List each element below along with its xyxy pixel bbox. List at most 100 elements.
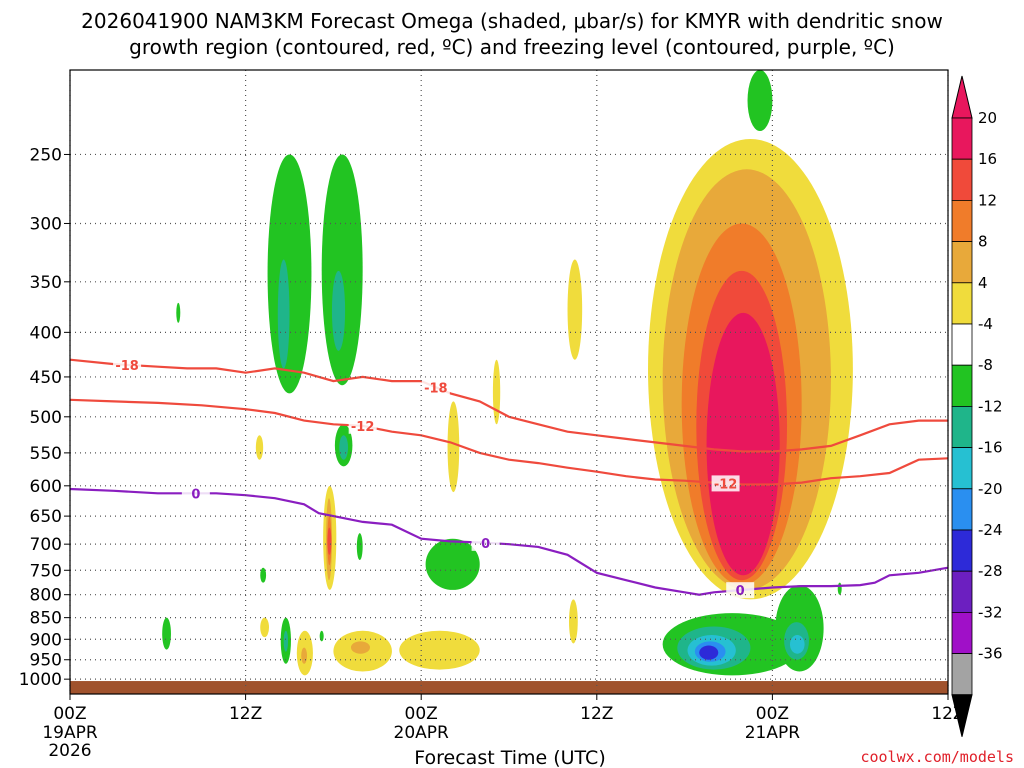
y-tick-label-1000: 1000 [19, 670, 62, 690]
contour-label-bg [726, 582, 755, 599]
contour-line-0 [69, 487, 949, 596]
omega-region-descent-low-right-small [568, 599, 578, 644]
contour-label--12-1: -12 [714, 477, 738, 492]
omega-region-descent-low-3 [399, 630, 480, 670]
contour-line--18 [69, 358, 948, 453]
omega-region-descent-low-1-core [301, 647, 308, 664]
contour-label--12-0: -12 [351, 420, 375, 435]
colorbar-swatch-11 [951, 570, 973, 613]
colorbar-label-3: 8 [978, 233, 988, 251]
y-tick-label-850: 850 [30, 609, 62, 629]
contour-label-bg [711, 475, 740, 492]
colorbar-label-7: -12 [978, 397, 1003, 415]
contour-label-bg [181, 485, 210, 502]
y-tick-label-300: 300 [30, 214, 62, 234]
colorbar-label-12: -32 [978, 603, 1003, 621]
y-tick-label-900: 900 [30, 630, 62, 650]
y-tick-label-550: 550 [30, 444, 62, 464]
contour-label-0-0: 0 [191, 487, 200, 502]
credit-text: coolwx.com/models [860, 748, 1014, 766]
y-tick-label-750: 750 [30, 561, 62, 581]
x-tick-year-0: 2026 [48, 741, 91, 761]
x-tick-label-12: 12Z [229, 704, 262, 724]
omega-region-descent-mid-2 [447, 401, 460, 493]
omega-region-ascent-low-right-6-core2 [789, 635, 805, 654]
colorbar-label-5: -4 [978, 315, 993, 333]
colorbar-label-13: -36 [978, 645, 1003, 663]
colorbar-label-4: 4 [978, 274, 988, 292]
omega-region-descent-small-2 [260, 617, 270, 638]
contour-label--18-0: -18 [115, 359, 139, 374]
colorbar-bottom-cap [951, 694, 973, 737]
colorbar-label-1: 16 [978, 150, 997, 168]
surface-band [70, 681, 948, 694]
omega-region-ascent-small-top [176, 302, 181, 323]
contour-label-bg [348, 417, 377, 434]
x-tick-label-36: 12Z [580, 704, 613, 724]
contour-label-bg [113, 356, 142, 373]
omega-region-descent-main-5 [706, 312, 780, 576]
x-tick-date-24: 20APR [394, 723, 450, 743]
colorbar-swatch-12 [951, 612, 973, 655]
colorbar-swatch-10 [951, 529, 973, 572]
omega-region-ascent-small-5 [837, 582, 842, 595]
omega-region-ascent-small-3 [356, 533, 363, 561]
colorbar-swatch-1 [951, 158, 973, 201]
x-tick-date-0: 19APR [42, 723, 98, 743]
contour-label-0-2: 0 [736, 584, 745, 599]
y-tick-label-400: 400 [30, 323, 62, 343]
colorbar-swatch-0 [951, 117, 973, 160]
y-tick-label-650: 650 [30, 507, 62, 527]
omega-region-descent-low-2-core [350, 641, 370, 654]
colorbar: 20 16 12 8 4 -4 -8 -12 -16 -20 -24 -28 -32 -36 [951, 75, 1003, 737]
omega-region-ascent-low-left-core [283, 630, 289, 652]
omega-region-ascent-upper-mid-2-core [331, 270, 346, 351]
contour-line--12 [69, 398, 949, 486]
colorbar-swatch-5 [951, 323, 973, 366]
y-tick-label-500: 500 [30, 408, 62, 428]
contour-label--18-1: -18 [424, 381, 448, 396]
omega-region-descent-small-1 [255, 435, 264, 460]
colorbar-swatch-2 [951, 199, 973, 242]
omega-region-ascent-upper-mid-core [277, 259, 290, 369]
x-axis-label: Forecast Time (UTC) [414, 747, 605, 768]
axes: 2503003504004505005506006507007508008509… [19, 69, 965, 761]
y-tick-label-450: 450 [30, 368, 62, 388]
y-tick-label-700: 700 [30, 535, 62, 555]
x-tick-label-0: 00Z [53, 704, 86, 724]
omega-region-descent-mid-3 [492, 359, 501, 425]
y-tick-label-800: 800 [30, 586, 62, 606]
omega-region-descent-upper-right-small [567, 259, 583, 360]
colorbar-swatch-6 [951, 364, 973, 407]
colorbar-label-0: 20 [978, 109, 997, 127]
x-tick-label-48: 00Z [756, 704, 789, 724]
x-tick-label-24: 00Z [405, 704, 438, 724]
colorbar-label-2: 12 [978, 191, 997, 209]
colorbar-label-11: -28 [978, 562, 1003, 580]
colorbar-top-cap [951, 75, 973, 119]
plot-frame [69, 69, 949, 695]
y-tick-label-350: 350 [30, 273, 62, 293]
omega-region-ascent-top-right [747, 70, 773, 132]
omega-region-descent-mid-1-core3 [327, 527, 332, 555]
colorbar-swatch-8 [951, 447, 973, 490]
colorbar-swatch-13 [951, 653, 973, 696]
omega-region-ascent-lower-left [162, 617, 171, 650]
colorbar-label-9: -20 [978, 480, 1003, 498]
omega-region-ascent-low-right-5 [699, 645, 719, 660]
y-tick-label-600: 600 [30, 477, 62, 497]
colorbar-swatch-7 [951, 405, 973, 448]
omega-region-ascent-upper-mid [267, 154, 312, 394]
title-line-2: growth region (contoured, red, ºC) and f… [129, 35, 895, 59]
contour-label-bg [471, 534, 500, 551]
colorbar-label-8: -16 [978, 439, 1003, 457]
contour-label-bg [421, 379, 450, 396]
plot-area [70, 70, 948, 694]
omega-region-ascent-small-2 [260, 567, 267, 583]
colorbar-label-6: -8 [978, 356, 993, 374]
colorbar-swatch-4 [951, 282, 973, 325]
colorbar-label-10: -24 [978, 521, 1003, 539]
x-tick-date-48: 21APR [745, 723, 801, 743]
